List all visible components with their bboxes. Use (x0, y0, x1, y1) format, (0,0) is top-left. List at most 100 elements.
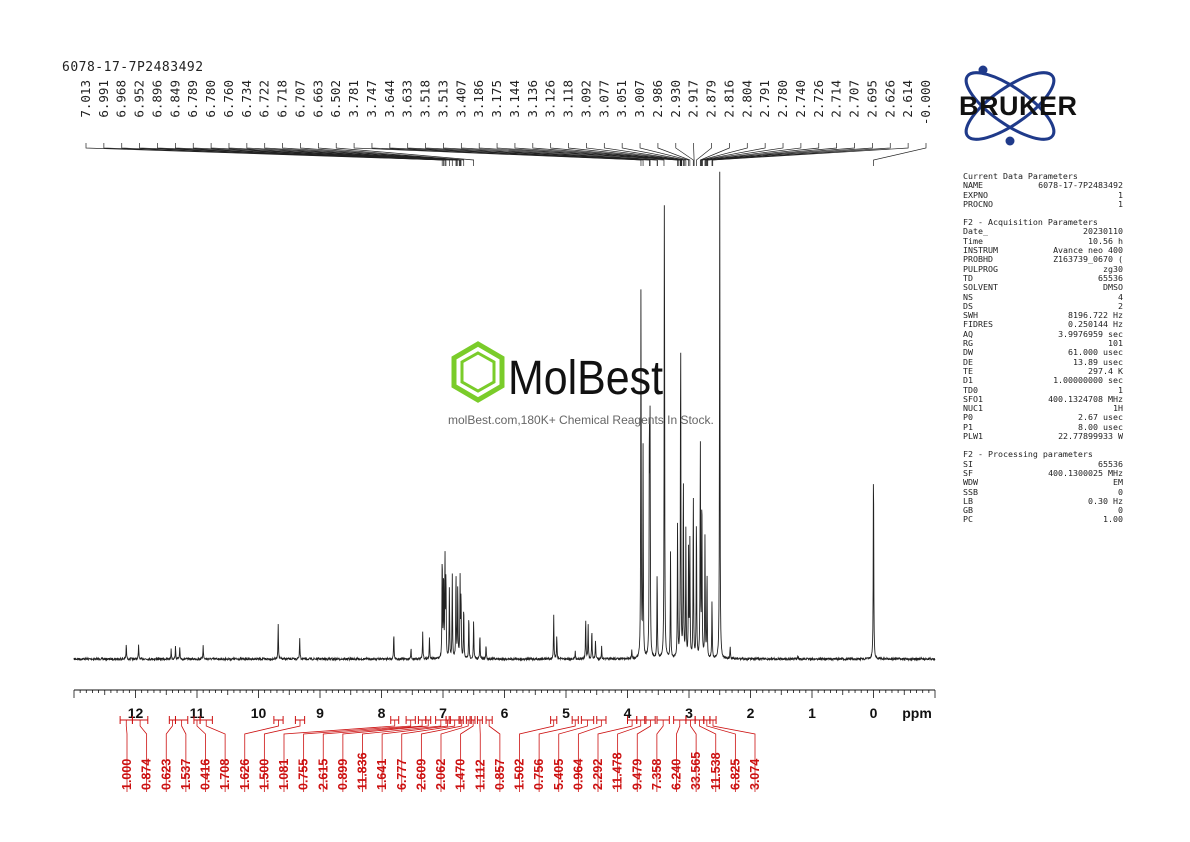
peak-label: 6.780 (203, 80, 218, 118)
peak-label: 6.663 (310, 80, 325, 118)
peak-label: 6.789 (185, 80, 200, 118)
integral-connector (283, 720, 396, 792)
watermark-brand: MolBest (508, 352, 663, 405)
axis-tick-label: 11 (190, 705, 205, 721)
peak-connector (586, 143, 684, 166)
param-row: FIDRES 0.250144 Hz (963, 320, 1123, 330)
peak-connector (407, 143, 651, 166)
peak-label: -0.000 (918, 80, 933, 125)
peak-label: 6.734 (239, 80, 254, 118)
axis-tick-label: 7 (439, 705, 447, 721)
peak-connector (335, 143, 474, 166)
peak-connector (639, 143, 689, 166)
integral-connector (342, 720, 429, 792)
peak-label: 2.740 (793, 80, 808, 118)
integral-value: 0.874 (140, 759, 154, 790)
peak-connector (657, 143, 691, 166)
integral-connector (617, 720, 642, 792)
param-label: TD0 (963, 384, 978, 395)
bruker-logo: BRUKER (955, 62, 1120, 150)
axis-tick-label: 8 (378, 705, 386, 721)
param-value: 10.56 h (1088, 235, 1123, 246)
peak-connector (707, 143, 873, 166)
peak-label: 3.077 (596, 80, 611, 118)
param-section-title: F2 - Acquisition Parameters (963, 217, 1098, 228)
integral-connector (362, 720, 442, 792)
peak-label: 2.986 (650, 80, 665, 118)
integral-connector (699, 720, 717, 792)
param-value: 8196.722 Hz (1068, 310, 1123, 321)
peak-connector (873, 143, 927, 166)
peak-label: 7.013 (78, 80, 93, 118)
peak-connector (371, 143, 644, 166)
peak-connector (706, 143, 855, 166)
param-value: 65536 (1098, 272, 1123, 283)
peak-connector (701, 143, 766, 166)
peak-connector (532, 143, 681, 166)
param-row: INSTRUM Avance neo 400 (963, 245, 1123, 255)
integral-connector (577, 720, 602, 792)
param-row: TD0 1 (963, 384, 1123, 395)
param-row: NS 4 (963, 292, 1123, 302)
peak-label-connectors (85, 143, 927, 166)
peak-label: 2.930 (668, 80, 683, 118)
param-value: 20230110 (1083, 226, 1123, 237)
peak-connector (568, 143, 683, 166)
peak-label: 3.644 (382, 80, 397, 118)
integral-value: 2.062 (434, 759, 448, 790)
param-row: SI 65536 (963, 458, 1123, 469)
param-label: GB (963, 505, 973, 516)
peak-label: 2.714 (829, 80, 844, 118)
peak-label: 2.879 (704, 80, 719, 118)
param-label: SF (963, 467, 973, 478)
integral-value: 0.964 (571, 759, 585, 790)
param-label: SSB (963, 486, 978, 497)
peak-connector (460, 143, 665, 166)
param-value: 400.1324708 MHz (1048, 393, 1123, 404)
peak-connector (514, 143, 681, 166)
axis-tick-label: 5 (562, 705, 570, 721)
integral-connector (420, 720, 463, 792)
spectrum-trace (73, 171, 936, 662)
integral-value: 1.502 (513, 759, 527, 790)
integral-value: 1.641 (375, 759, 389, 790)
param-value: zg30 (1103, 263, 1123, 274)
peak-connector (478, 143, 678, 166)
integral-value: 0.623 (159, 759, 173, 790)
integral-connector (597, 720, 633, 792)
param-row: PROCNO 1 (963, 199, 1123, 209)
param-label: RG (963, 338, 973, 349)
integral-connector (712, 720, 756, 792)
peak-connector (282, 143, 461, 166)
axis-tick-label: 6 (501, 705, 509, 721)
param-label: DW (963, 347, 973, 358)
param-label: LB (963, 495, 973, 506)
param-value: 0.30 Hz (1088, 495, 1123, 506)
param-label: PULPROG (963, 263, 998, 274)
param-label: DS (963, 300, 973, 311)
param-row: D1 1.00000000 sec (963, 375, 1123, 385)
integral-value: 2.292 (591, 759, 605, 790)
axis-tick-label: 9 (316, 705, 324, 721)
param-label: NUC1 (963, 403, 983, 414)
integral-value: 1.000 (120, 759, 134, 790)
integral-value: 6.825 (728, 759, 742, 790)
integral-connector (488, 720, 501, 792)
peak-connector (696, 143, 712, 166)
param-label: SI (963, 458, 973, 469)
axis-tick-label: 1 (808, 705, 816, 721)
peak-label: 6.968 (114, 80, 129, 118)
peak-connector (443, 143, 658, 166)
param-label: NAME (963, 180, 983, 191)
acquisition-parameters-panel: Current Data Parameters NAME 6078-17-7P248… (963, 171, 1123, 525)
peak-label: 3.118 (561, 80, 576, 118)
peak-label: 3.144 (507, 80, 522, 118)
integral-connector (440, 720, 469, 792)
param-value: 3.9976959 sec (1058, 328, 1123, 339)
axis-tick-label: 0 (870, 705, 878, 721)
peak-connector (705, 143, 820, 166)
param-label: AQ (963, 328, 973, 339)
param-row: P1 8.00 usec (963, 422, 1123, 432)
peak-connector (700, 143, 748, 166)
